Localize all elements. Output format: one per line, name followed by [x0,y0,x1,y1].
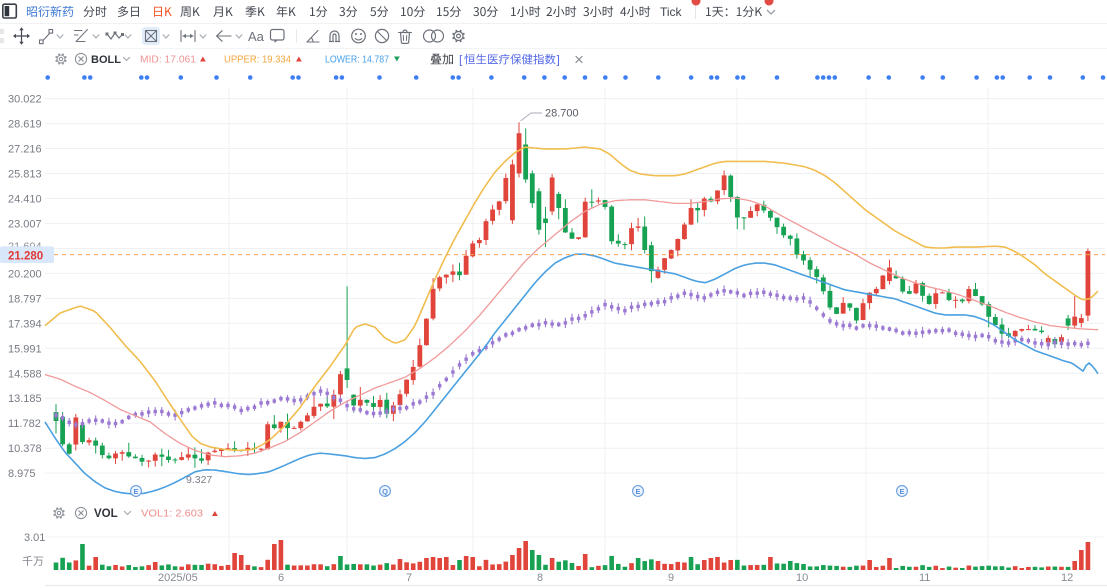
svg-text:14.588: 14.588 [8,368,42,380]
svg-text:10: 10 [796,572,808,584]
svg-text:24.410: 24.410 [8,194,42,206]
svg-text:25.813: 25.813 [8,169,42,181]
svg-text:7: 7 [406,572,412,584]
svg-text:LOWER: 14.787: LOWER: 14.787 [325,54,389,66]
svg-text:23.007: 23.007 [8,218,42,230]
svg-text:2025/05: 2025/05 [158,572,198,584]
svg-text:28.700: 28.700 [545,108,579,120]
svg-text:17.394: 17.394 [8,318,42,330]
svg-text:8: 8 [537,572,543,584]
svg-text:11.782: 11.782 [8,418,41,430]
svg-text:VOL: VOL [94,508,118,520]
svg-text:12: 12 [1061,572,1073,584]
svg-text:11: 11 [919,572,930,584]
svg-text:18.797: 18.797 [8,293,42,305]
svg-text:9: 9 [668,572,674,584]
svg-text:]: ] [557,53,560,67]
svg-text:Tick: Tick [660,5,683,19]
svg-text:[: [ [459,53,463,67]
svg-text:MID: 17.061: MID: 17.061 [140,54,196,66]
svg-text:UPPER: 19.334: UPPER: 19.334 [224,54,291,66]
svg-text:E: E [635,487,640,496]
svg-text:15.991: 15.991 [8,343,42,355]
svg-text:3.01: 3.01 [24,532,45,544]
svg-text:30.022: 30.022 [8,94,42,106]
svg-text:28.619: 28.619 [8,119,42,131]
svg-text:20.200: 20.200 [8,268,42,280]
svg-text:21.280: 21.280 [8,250,43,262]
svg-text:E: E [899,487,904,496]
svg-text:27.216: 27.216 [8,144,42,156]
svg-text:Q: Q [382,487,388,496]
svg-text:8.975: 8.975 [8,468,36,480]
svg-text:Aa: Aa [248,29,265,44]
svg-text:9.327: 9.327 [186,474,212,486]
svg-text:10.378: 10.378 [8,443,42,455]
svg-text:BOLL: BOLL [91,54,121,66]
svg-text:13.185: 13.185 [8,393,42,405]
svg-text:E: E [133,487,138,496]
svg-text:6: 6 [278,572,284,584]
svg-text:VOL1: 2.603: VOL1: 2.603 [141,508,203,520]
